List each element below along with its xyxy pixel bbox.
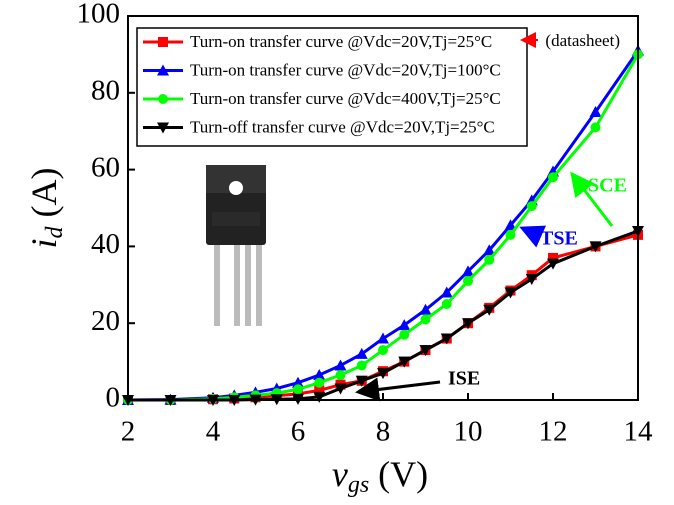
x-tick-label: 4 [206,416,221,448]
marker [589,241,602,253]
marker [440,333,453,345]
marker [378,345,388,356]
annotation: ISE [448,368,480,390]
y-axis-label: id (A) [24,168,67,249]
y-tick-label: 60 [91,151,120,183]
marker [356,360,367,371]
legend-label: Turn-off transfer curve @Vdc=20V,Tj=25°C [190,117,495,136]
marker [419,303,432,315]
marker [335,370,346,381]
marker [157,64,169,76]
marker [355,347,368,359]
marker [590,122,601,133]
y-tick-label: 0 [106,382,121,414]
marker [462,318,474,330]
marker [463,275,473,286]
marker [525,274,538,286]
marker [484,254,495,265]
marker [334,359,347,371]
x-tick-label: 8 [376,416,391,448]
marker [398,319,411,331]
x-tick-label: 12 [539,416,568,448]
x-tick-label: 10 [454,416,483,448]
marker [483,304,496,316]
marker [314,377,325,388]
marker [314,385,325,396]
marker [420,314,431,325]
marker [548,252,558,263]
marker [399,329,410,340]
marker [462,265,474,277]
annotation: SCE [588,175,627,197]
arrow [355,377,441,402]
marker [313,369,326,381]
marker [505,229,516,240]
transistor-image [206,165,266,326]
legend: Turn-on transfer curve @Vdc=20V,Tj=25°C T… [143,32,501,136]
marker [589,106,602,117]
legend-label: Turn-on transfer curve @Vdc=20V,Tj=25°C [190,32,492,51]
x-tick-label: 14 [624,416,654,448]
annotation: TSE [540,228,578,250]
marker [157,122,169,134]
arrow [519,225,547,248]
y-tick-label: 80 [91,74,120,106]
marker [547,258,559,270]
marker [377,368,389,380]
marker [526,201,537,212]
x-tick-label: 6 [291,416,306,448]
marker [483,244,496,256]
y-tick-label: 100 [77,0,121,30]
marker [504,287,517,299]
legend-box [136,27,528,147]
plot-frame [127,15,639,401]
legend-label: Turn-on transfer curve @Vdc=20V,Tj=100°C [190,60,501,79]
x-axis-label: vgs (V) [332,454,428,497]
marker [398,356,411,368]
marker [292,376,304,388]
marker [419,345,432,357]
marker [293,384,303,395]
y-tick-label: 20 [91,305,120,337]
marker [158,94,168,104]
arrow [570,171,614,227]
marker [441,299,452,309]
legend-label: Turn-on transfer curve @Vdc=400V,Tj=25°C [190,89,501,108]
marker [440,286,453,298]
x-tick-label: 2 [121,416,136,448]
marker [548,172,558,183]
y-tick-label: 40 [91,228,120,260]
marker [504,219,517,231]
marker [334,383,347,395]
annotation: (datasheet) [545,31,620,50]
marker [377,332,389,344]
marker [158,37,168,47]
marker [313,391,326,403]
